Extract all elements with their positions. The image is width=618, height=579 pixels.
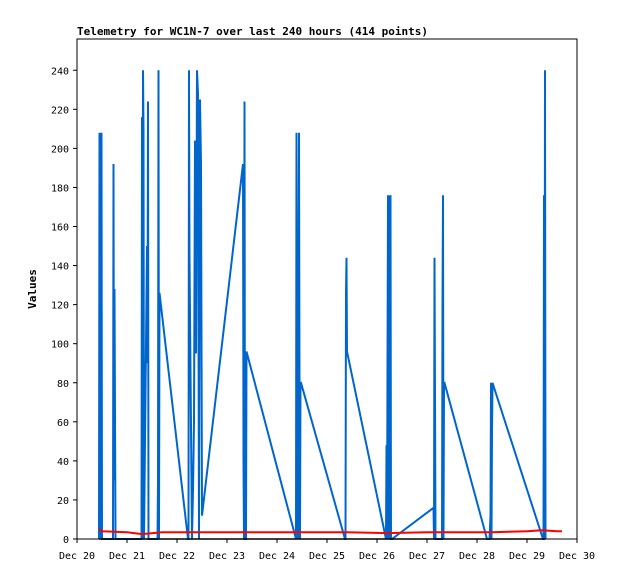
x-tick-label: Dec 23 (209, 551, 245, 562)
x-tick-label: Dec 22 (159, 551, 195, 562)
x-tick-label: Dec 29 (509, 551, 545, 562)
axis-layer: 0 20 40 60 80 100 120 140 160 180 200 220 240 Dec 20 D… (51, 66, 595, 562)
x-tick-label: Dec 27 (409, 551, 445, 562)
y-tick-label: 0 (63, 535, 69, 546)
y-axis-label: Values (26, 269, 39, 309)
x-tick-label: Dec 20 (59, 551, 95, 562)
x-tick-label: Dec 28 (459, 551, 495, 562)
y-tick-label: 200 (51, 144, 69, 155)
chart-title: Telemetry for WC1N-7 over last 240 hours… (77, 25, 428, 38)
y-tick-label: 60 (57, 418, 69, 429)
x-tick-label: Dec 30 (559, 551, 595, 562)
y-tick-label: 140 (51, 262, 69, 273)
x-tick-label: Dec 24 (259, 551, 295, 562)
x-tick-label: Dec 21 (109, 551, 145, 562)
series-line (98, 70, 547, 540)
y-tick-label: 80 (57, 379, 69, 390)
y-tick-label: 120 (51, 301, 69, 312)
y-tick-label: 20 (57, 496, 69, 507)
y-tick-label: 240 (51, 66, 69, 77)
x-tick-label: Dec 25 (309, 551, 345, 562)
y-tick-label: 160 (51, 223, 69, 234)
plot-area-frame (76, 38, 578, 540)
x-tick-label: Dec 26 (359, 551, 395, 562)
y-tick-label: 220 (51, 105, 69, 116)
y-tick-label: 180 (51, 183, 69, 194)
series-line (98, 528, 562, 536)
y-tick-label: 100 (51, 340, 69, 351)
y-tick-label: 40 (57, 457, 69, 468)
